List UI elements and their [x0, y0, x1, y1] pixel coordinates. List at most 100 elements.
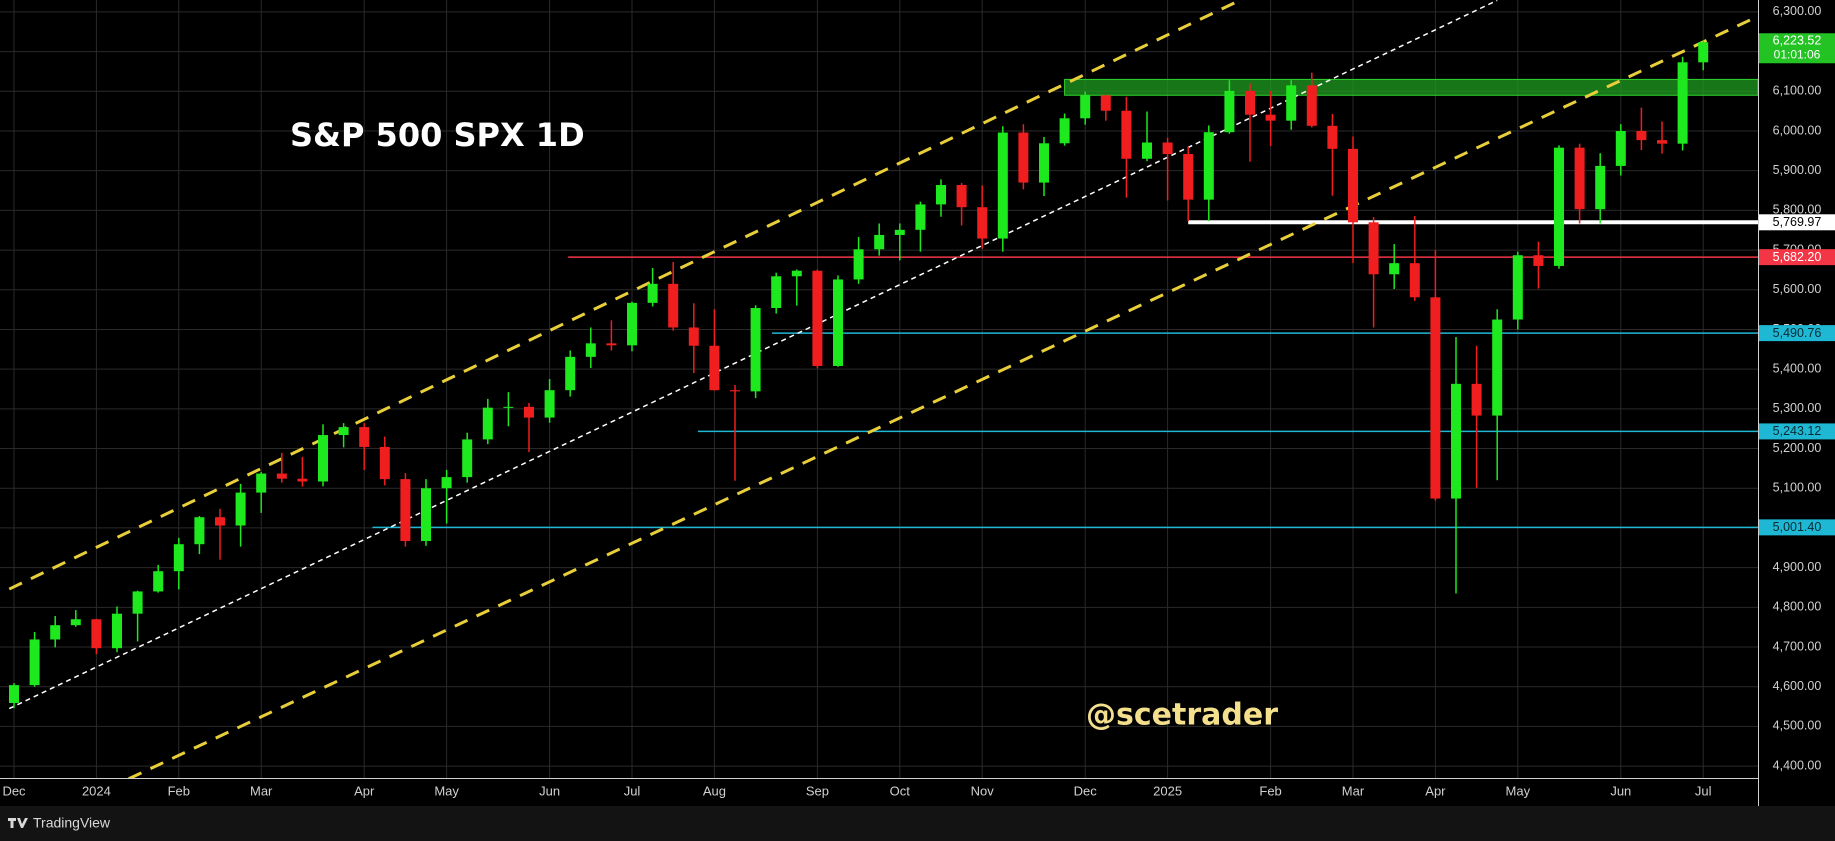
y-tick-label: 5,200.00 — [1773, 441, 1822, 455]
y-tick-label: 4,500.00 — [1773, 719, 1822, 733]
x-tick-label: Jun — [1610, 783, 1631, 798]
candle-body — [1100, 95, 1111, 111]
candle-body — [791, 270, 802, 277]
x-tick-label: Jul — [624, 783, 641, 798]
candle-body — [276, 473, 287, 479]
candle-body — [482, 407, 493, 440]
candle-body — [1389, 263, 1400, 275]
last-price-label: 6,223.52 — [1773, 34, 1822, 48]
chart-title: S&P 500 SPX 1D — [290, 116, 585, 154]
x-tick-label: Jul — [1695, 783, 1712, 798]
level-tag — [1759, 214, 1835, 231]
brand-logo — [8, 818, 28, 828]
x-tick-label: May — [1506, 783, 1531, 798]
candle-body — [1183, 154, 1194, 200]
y-tick-label: 4,600.00 — [1773, 679, 1822, 693]
candle-body — [50, 625, 61, 640]
x-tick-label: 2024 — [82, 783, 111, 798]
candle-body — [153, 571, 164, 592]
y-tick-label: 6,100.00 — [1773, 84, 1822, 98]
candle-body — [853, 249, 864, 280]
y-tick-label: 6,000.00 — [1773, 123, 1822, 137]
candle-body — [544, 390, 555, 418]
candle-body — [70, 619, 81, 626]
trend-line — [128, 16, 1756, 778]
candle-body — [1471, 383, 1482, 416]
y-tick-label: 5,800.00 — [1773, 203, 1822, 217]
y-tick-label: 5,100.00 — [1773, 481, 1822, 495]
candle-body — [503, 406, 514, 408]
plot-area — [0, 0, 1758, 778]
candle-body — [1121, 110, 1132, 159]
candle-body — [1595, 165, 1606, 210]
candle-body — [688, 327, 699, 346]
candle-body — [1574, 147, 1585, 210]
candle-body — [750, 308, 761, 392]
level-tag-label: 5,490.76 — [1773, 326, 1822, 340]
trend-line — [8, 0, 1241, 591]
candle-body — [1080, 95, 1091, 119]
y-tick-label: 5,600.00 — [1773, 282, 1822, 296]
x-tick-label: May — [434, 783, 459, 798]
y-tick-label: 4,700.00 — [1773, 639, 1822, 653]
candle-body — [1348, 148, 1358, 223]
candle-body — [771, 276, 782, 309]
candle-body — [1265, 114, 1276, 121]
candle-body — [421, 488, 431, 542]
candle-body — [730, 390, 740, 392]
candle-body — [1533, 255, 1544, 266]
y-tick-label: 5,400.00 — [1773, 361, 1822, 375]
candle-body — [256, 473, 267, 493]
level-tag — [1759, 423, 1835, 440]
candle-body — [235, 492, 246, 526]
candle-body — [1368, 222, 1379, 275]
y-tick-label: 4,400.00 — [1773, 758, 1822, 772]
candle-body — [668, 283, 679, 328]
candle-body — [194, 517, 205, 545]
candle-body — [956, 184, 967, 208]
candle-body — [1636, 130, 1647, 141]
x-tick-label: Sep — [806, 783, 829, 798]
candle-body — [1409, 263, 1420, 298]
last-price-tag — [1759, 33, 1835, 64]
candle-body — [833, 279, 843, 366]
candle-body — [462, 439, 473, 478]
candle-body — [936, 184, 946, 205]
candle-body — [400, 479, 411, 542]
candle-body — [565, 356, 576, 391]
x-tick-label: Apr — [1425, 783, 1446, 798]
y-tick-label: 5,300.00 — [1773, 401, 1822, 415]
candle-body — [112, 613, 122, 649]
candle-body — [132, 591, 143, 614]
candle-body — [647, 283, 658, 303]
level-tag — [1759, 325, 1835, 342]
x-tick-label: Feb — [1259, 783, 1281, 798]
candle-body — [812, 270, 823, 366]
candle-body — [215, 517, 225, 526]
x-tick-label: Dec — [2, 783, 26, 798]
candle-body — [1203, 132, 1214, 200]
y-tick-label: 6,300.00 — [1773, 4, 1822, 18]
candle-body — [1162, 142, 1173, 155]
candle-body — [894, 229, 905, 235]
candle-body — [874, 234, 885, 250]
candle-body — [915, 204, 926, 230]
y-tick-label: 4,900.00 — [1773, 560, 1822, 574]
x-tick-label: Feb — [168, 783, 190, 798]
footer-bar — [0, 806, 1835, 841]
candle-body — [709, 345, 720, 391]
candle-body — [977, 207, 988, 239]
x-tick-label: Aug — [703, 783, 726, 798]
candle-body — [338, 427, 349, 436]
candle-body — [1615, 130, 1626, 166]
candle-body — [1224, 90, 1235, 133]
candle-body — [585, 343, 596, 357]
candle-body — [173, 544, 184, 572]
countdown: 01:01:06 — [1774, 47, 1821, 61]
candle-body — [606, 343, 617, 346]
candle-body — [9, 685, 19, 703]
candle-body — [1142, 142, 1152, 159]
